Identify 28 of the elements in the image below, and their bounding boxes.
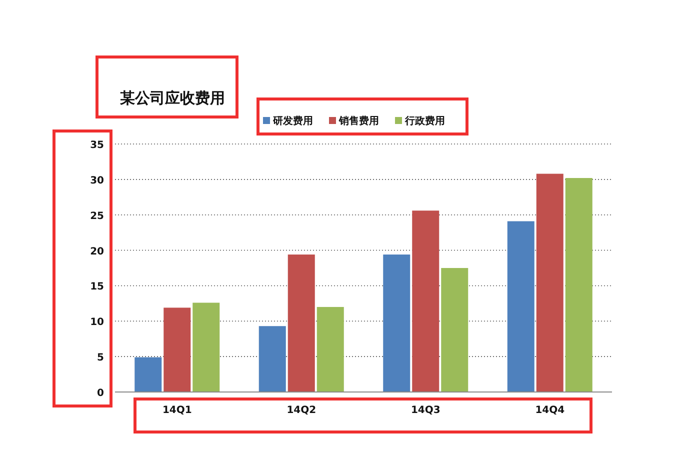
- y-tick-label: 5: [97, 352, 104, 364]
- bar: [134, 357, 162, 392]
- chart-title: 某公司应收费用: [119, 89, 225, 107]
- bar: [192, 302, 220, 392]
- y-tick-label: 10: [90, 317, 104, 328]
- legend-label: 销售费用: [338, 115, 379, 127]
- bar: [288, 254, 315, 392]
- y-tick-label: 20: [90, 246, 104, 258]
- bar: [507, 221, 534, 392]
- bar: [441, 268, 468, 392]
- y-tick-label: 30: [90, 175, 104, 186]
- x-tick-label: 14Q4: [535, 405, 565, 416]
- y-tick-label: 15: [90, 282, 104, 293]
- y-tick-label: 25: [90, 210, 104, 222]
- x-tick-label: 14Q3: [410, 405, 440, 416]
- bar: [412, 210, 440, 392]
- x-tick-label: 14Q1: [162, 405, 192, 416]
- legend-label: 行政费用: [404, 115, 445, 127]
- bar: [536, 174, 564, 392]
- bar: [383, 254, 410, 392]
- y-tick-label: 0: [97, 388, 104, 399]
- bar: [565, 178, 592, 392]
- x-tick-label: 14Q2: [286, 405, 316, 416]
- bar: [164, 308, 191, 392]
- y-tick-label: 35: [90, 140, 104, 151]
- legend-label: 研发费用: [272, 115, 313, 127]
- bar: [258, 326, 286, 392]
- bar: [316, 306, 344, 392]
